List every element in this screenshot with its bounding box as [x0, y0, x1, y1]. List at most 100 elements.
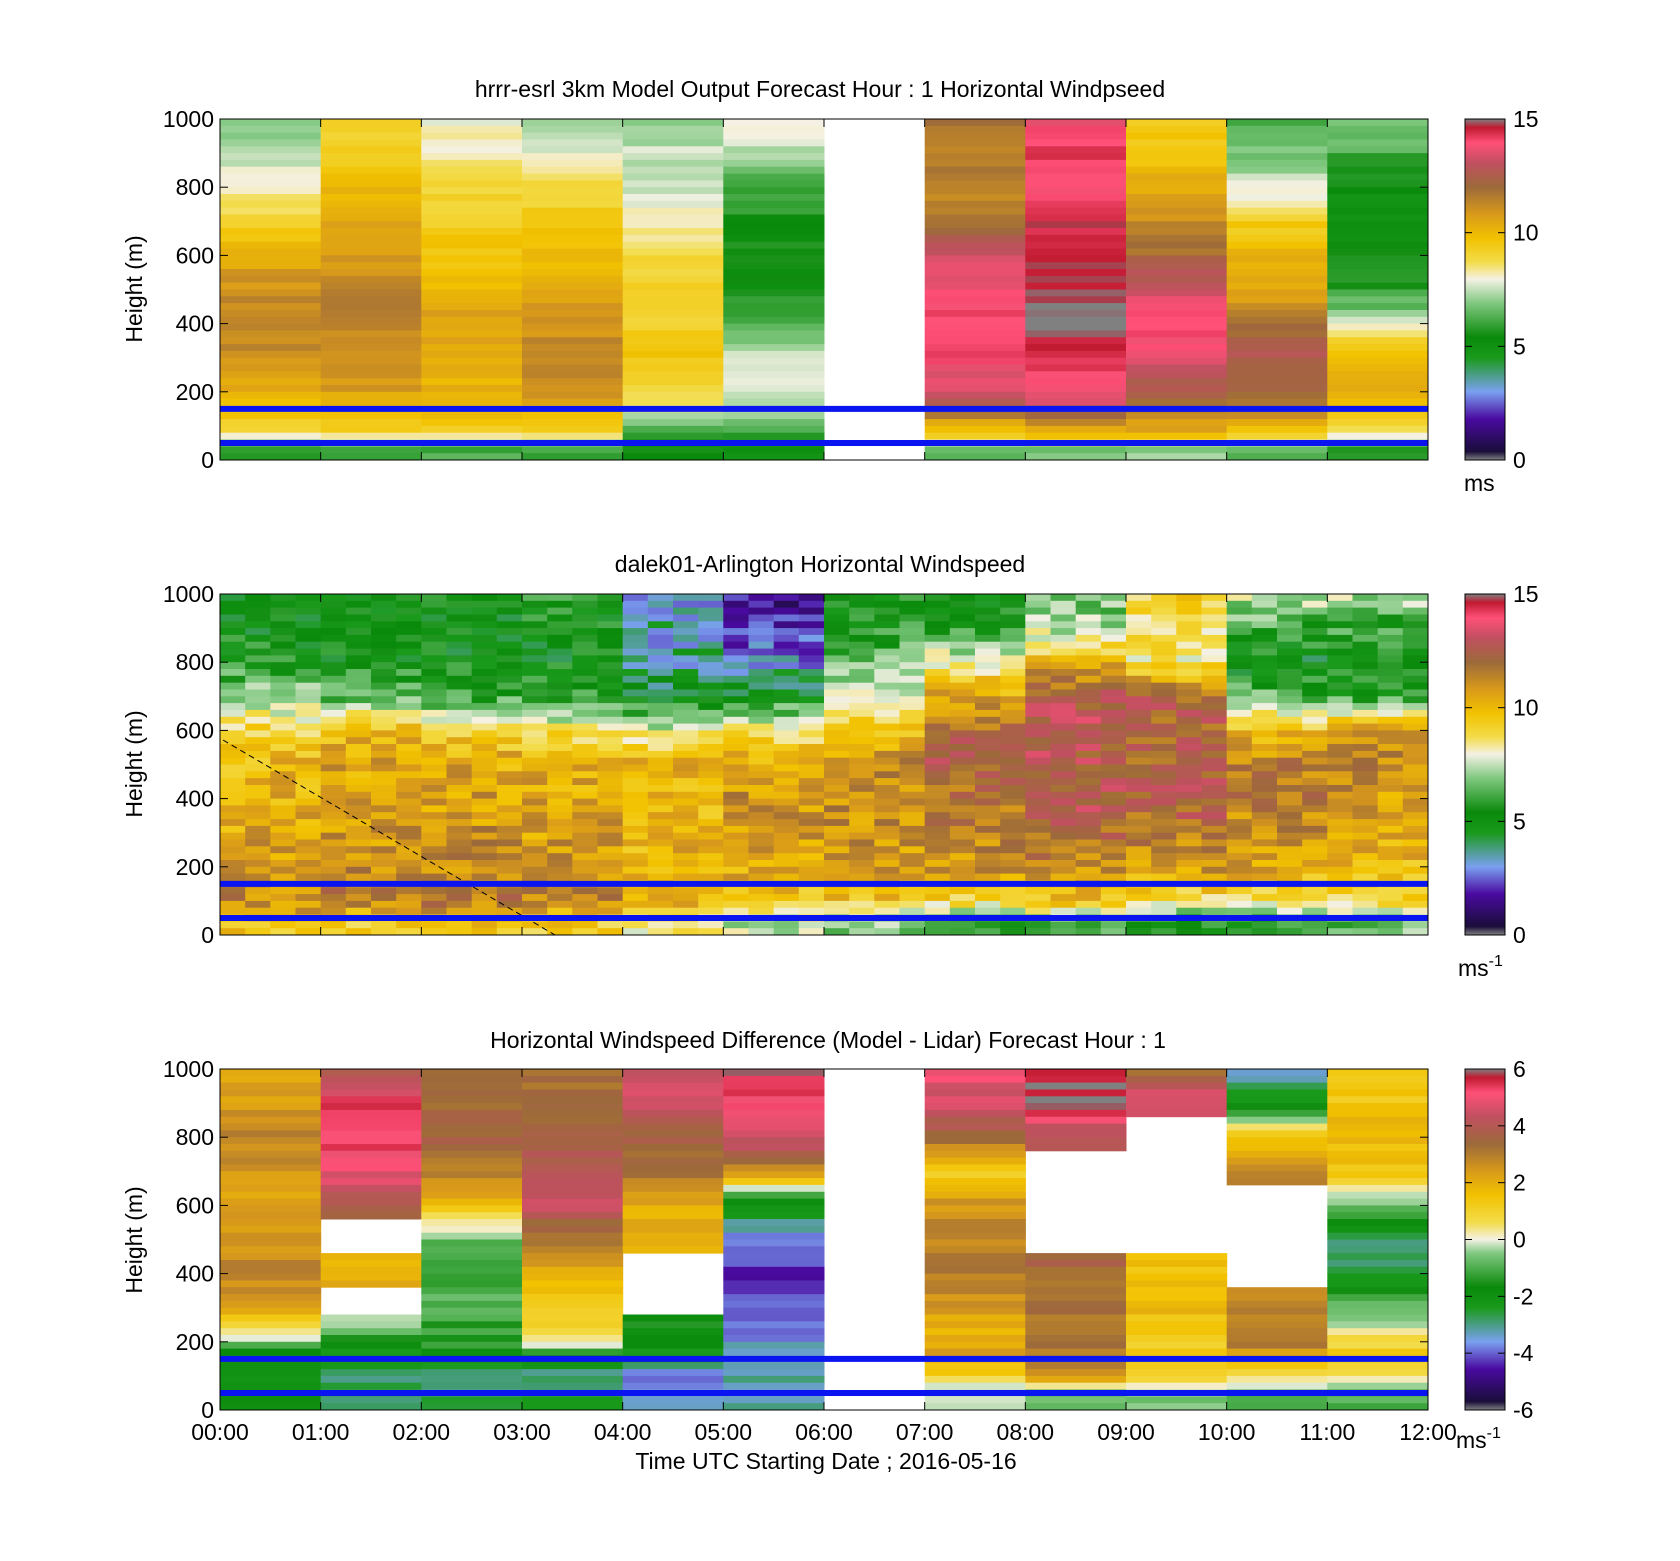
heatmap-cell	[1327, 139, 1429, 147]
heatmap-cell	[698, 832, 724, 840]
heatmap-cell	[1377, 791, 1404, 800]
heatmap-cell	[1201, 703, 1228, 711]
heatmap-cell	[270, 873, 296, 881]
heatmap-cell	[245, 764, 271, 772]
heatmap-cell	[1277, 853, 1303, 861]
heatmap-cell	[1251, 648, 1278, 656]
heatmap-cell	[1025, 628, 1051, 636]
heatmap-cell	[1126, 159, 1228, 168]
heatmap-cell	[220, 432, 322, 440]
heatmap-cell	[547, 764, 573, 772]
heatmap-cell	[1176, 669, 1202, 677]
heatmap-cell	[1327, 1246, 1429, 1254]
heatmap-cell	[622, 716, 649, 725]
heatmap-cell	[1000, 798, 1026, 806]
heatmap-cell	[572, 730, 598, 738]
heatmap-cell	[849, 928, 875, 936]
heatmap-cell	[1075, 614, 1102, 622]
heatmap-cell	[748, 737, 775, 745]
heatmap-cell	[1226, 791, 1253, 800]
heatmap-cell	[1151, 860, 1177, 868]
heatmap-cell	[245, 866, 271, 875]
heatmap-cell	[647, 866, 674, 875]
heatmap-cell	[320, 1369, 422, 1377]
heatmap-cell	[899, 621, 926, 629]
heatmap-cell	[547, 771, 573, 779]
heatmap-cell	[673, 716, 699, 725]
heatmap-cell	[396, 928, 422, 936]
heatmap-cell	[622, 200, 724, 209]
heatmap-cell	[446, 655, 473, 663]
heatmap-cell	[295, 894, 322, 902]
heatmap-cell	[1377, 648, 1404, 656]
heatmap-cell	[899, 634, 926, 643]
heatmap-cell	[773, 900, 800, 909]
heatmap-cell	[647, 655, 674, 663]
heatmap-cell	[345, 812, 372, 820]
heatmap-cell	[1402, 621, 1429, 629]
heatmap-cell	[547, 791, 573, 800]
heatmap-cell	[723, 696, 749, 704]
heatmap-cell	[748, 860, 775, 868]
heatmap-cell	[1302, 655, 1328, 663]
heatmap-cell	[320, 709, 347, 718]
heatmap-cell	[1251, 798, 1278, 806]
heatmap-cell	[421, 1164, 523, 1172]
heatmap-cell	[924, 275, 1026, 284]
heatmap-cell	[1277, 771, 1303, 779]
heatmap-cell	[547, 709, 573, 718]
heatmap-cell	[1151, 928, 1177, 936]
heatmap-cell	[572, 757, 598, 765]
heatmap-cell	[924, 344, 1026, 352]
heatmap-cell	[245, 730, 271, 738]
heatmap-cell	[622, 1150, 724, 1159]
heatmap-cell	[622, 600, 649, 609]
heatmap-cell	[371, 812, 397, 820]
heatmap-cell	[522, 928, 548, 936]
heatmap-cell	[1377, 614, 1404, 622]
heatmap-cell	[1000, 737, 1026, 745]
heatmap-cell	[824, 723, 850, 731]
heatmap-cell	[1327, 146, 1429, 154]
heatmap-cell	[220, 200, 322, 209]
heatmap-cell	[1226, 194, 1328, 202]
heatmap-cell	[220, 173, 322, 181]
heatmap-cell	[924, 337, 1026, 345]
heatmap-cell	[1226, 1362, 1328, 1370]
heatmap-cell	[1327, 364, 1429, 372]
heatmap-cell	[421, 275, 523, 284]
heatmap-cell	[1151, 703, 1177, 711]
heatmap-cell	[1226, 1300, 1328, 1309]
heatmap-cell	[320, 180, 422, 188]
heatmap-cell	[924, 316, 1026, 325]
heatmap-cell	[220, 1219, 322, 1227]
heatmap-cell	[874, 730, 900, 738]
heatmap-cell	[924, 1375, 1026, 1384]
heatmap-cell	[647, 771, 674, 779]
heatmap-cell	[1050, 634, 1077, 643]
heatmap-cell	[773, 894, 800, 902]
heatmap-cell	[1201, 634, 1228, 643]
heatmap-cell	[924, 350, 1026, 359]
heatmap-cell	[849, 648, 875, 656]
heatmap-cell	[1377, 594, 1404, 602]
heatmap-cell	[723, 412, 825, 420]
dashed-reference-line	[222, 739, 556, 936]
heatmap-cell	[1327, 594, 1353, 602]
heatmap-cell	[1402, 669, 1429, 677]
heatmap-cell	[647, 812, 674, 820]
heatmap-cell	[1100, 778, 1127, 786]
heatmap-cell	[597, 614, 624, 622]
heatmap-cell	[522, 1253, 624, 1261]
heatmap-cell	[1151, 812, 1177, 820]
heatmap-cell	[723, 378, 825, 386]
heatmap-cell	[748, 825, 775, 834]
heatmap-cell	[1277, 791, 1303, 800]
heatmap-cell	[320, 425, 422, 434]
heatmap-cell	[220, 791, 246, 800]
heatmap-cell	[345, 703, 372, 711]
heatmap-cell	[622, 1089, 724, 1097]
heatmap-cell	[496, 600, 523, 609]
heatmap-cell	[1025, 1321, 1127, 1329]
heatmap-cell	[597, 621, 624, 629]
